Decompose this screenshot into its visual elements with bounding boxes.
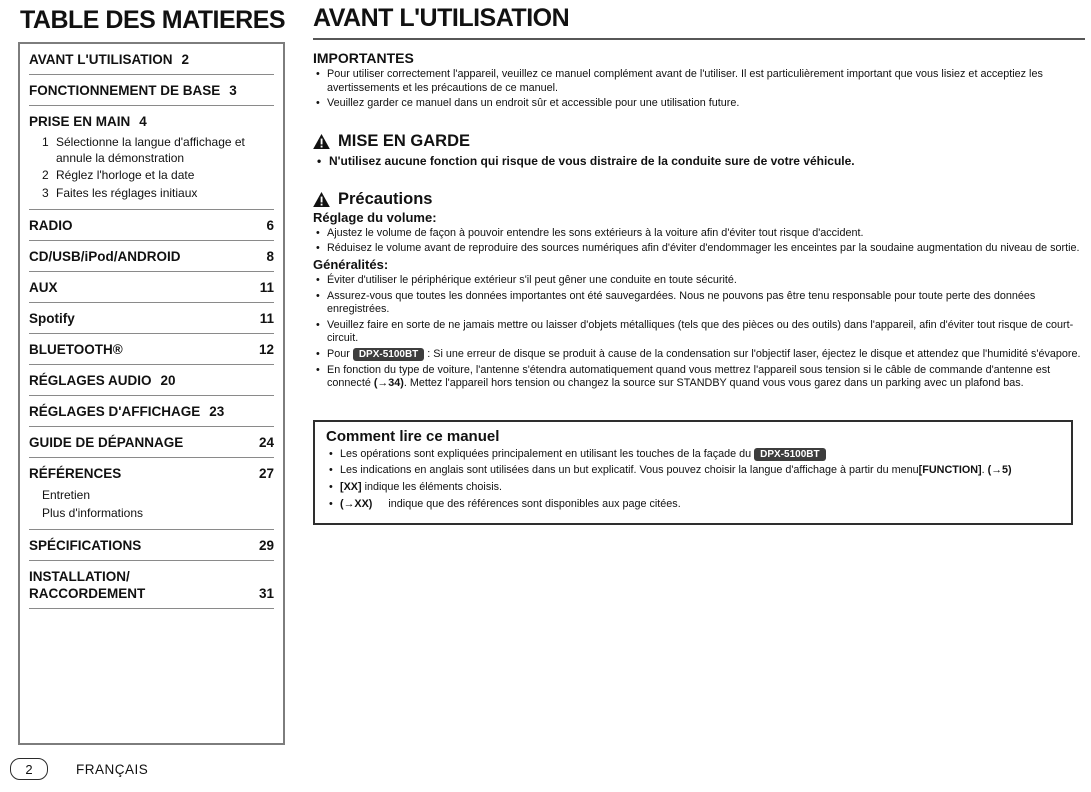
warning-icon [313,191,330,207]
toc-entry-page: 4 [139,114,147,129]
page-title: AVANT L'UTILISATION [313,4,570,32]
toc-sub-text: Réglez l'horloge et la date [56,168,195,182]
page-number-badge: 2 [10,758,48,780]
toc-entry-avant-utilisation: AVANT L'UTILISATION 2 [29,44,274,75]
toc-entry-page: 23 [209,404,225,419]
toc-box: AVANT L'UTILISATION 2 FONCTIONNEMENT DE … [18,42,285,745]
importantes-bullet-1: Pour utiliser correctement l'appareil, v… [313,68,1085,95]
howto-box: Comment lire ce manuel Les opérations so… [313,419,1073,526]
toc-entry-label: PRISE EN MAIN [29,114,131,129]
toc-entry-label: RÉGLAGES D'AFFICHAGE [29,404,201,419]
volume-bullet-2: Réduisez le volume avant de reproduire d… [313,242,1085,256]
howto-bullet-3: [XX]indique les éléments choisis. [326,481,1060,495]
toc-entry-cd-usb: CD/USB/iPod/ANDROID 8 [29,241,274,272]
heading-precautions: Précautions [313,190,1085,209]
toc-entry-label: CD/USB/iPod/ANDROID [29,249,181,264]
toc-entry-label: RADIO [29,218,73,233]
toc-sub-num: 2 [42,168,49,182]
toc-sub-item: Entretien [42,488,91,502]
toc-entry-page: 3 [229,83,237,98]
toc-title: TABLE DES MATIERES [20,6,286,34]
toc-entry-page: 8 [266,249,274,264]
toc-sub-item: 2 Réglez l'horloge et la date [42,168,274,184]
toc-entry-label: BLUETOOTH® [29,342,123,357]
toc-entry-page: 20 [160,373,176,388]
toc-entry-label: GUIDE DE DÉPANNAGE [29,435,184,450]
toc-entry-spotify: Spotify 11 [29,303,274,334]
toc-entry-label: RÉGLAGES AUDIO [29,373,152,388]
toc-entry-aux: AUX 11 [29,272,274,303]
volume-bullet-1: Ajustez le volume de façon à pouvoir ent… [313,227,1085,241]
toc-sub-text: Sélectionne la langue d'affichage et ann… [56,135,245,165]
toc-entry-bluetooth: BLUETOOTH® 12 [29,334,274,365]
toc-entry-label: RÉFÉRENCES [29,466,122,481]
toc-sub-list: Entretien Plus d'informations [29,482,274,523]
toc-entry-installation: INSTALLATION/ RACCORDEMENT 31 [29,561,274,609]
model-badge: DPX-5100BT [754,447,826,461]
toc-entry-page: 27 [258,466,274,481]
toc-entry-label: FONCTIONNEMENT DE BASE [29,83,221,98]
generalites-bullet-2: Assurez-vous que toutes les données impo… [313,290,1085,317]
title-divider [313,38,1085,40]
page-reference: (→5) [987,464,1012,477]
generalites-bullet-antenna: En fonction du type de voiture, l'antenn… [313,364,1085,391]
model-badge: DPX-5100BT [352,347,425,361]
toc-entry-fonctionnement: FONCTIONNEMENT DE BASE 3 [29,75,274,106]
importantes-bullet-2: Veuillez garder ce manuel dans un endroi… [313,97,1085,111]
toc-entry-page: 11 [259,311,274,326]
page-reference: (→34) [373,377,404,390]
mise-en-garde-bullet: N'utilisez aucune fonction qui risque de… [313,154,1085,169]
toc-entry-references: RÉFÉRENCES 27 Entretien Plus d'informati… [29,458,274,530]
howto-bullet-4: (→XX)indique que des références sont dis… [326,498,1060,512]
toc-entry-page: 29 [258,538,274,553]
toc-entry-page: 12 [258,342,274,357]
toc-entry-specifications: SPÉCIFICATIONS 29 [29,530,274,561]
toc-column: TABLE DES MATIERES AVANT L'UTILISATION 2… [18,6,288,745]
toc-sub-item: 1 Sélectionne la langue d'affichage et a… [42,135,274,166]
toc-entry-reglages-affichage: RÉGLAGES D'AFFICHAGE 23 [29,396,274,427]
function-menu-label: [FUNCTION] [918,464,982,477]
toc-entry-label: AVANT L'UTILISATION [29,52,173,67]
subheading-generalites: Généralités: [313,256,389,272]
toc-sub-item: 3 Faites les réglages initiaux [42,186,274,202]
toc-entry-page: 11 [259,280,274,295]
generalites-bullet-1: Éviter d'utiliser le périphérique extéri… [313,274,1085,288]
content-column: AVANT L'UTILISATION IMPORTANTES Pour uti… [313,4,1085,526]
toc-entry-label: SPÉCIFICATIONS [29,538,142,553]
toc-entry-page: 2 [181,52,189,67]
toc-entry-label: AUX [29,280,58,295]
howto-title: Comment lire ce manuel [326,427,500,445]
howto-bullet-2: Les indications en anglais sont utilisée… [326,464,1060,478]
toc-sub-list: 1 Sélectionne la langue d'affichage et a… [29,130,274,203]
toc-entry-label: Spotify [29,311,75,326]
toc-entry-prise-en-main: PRISE EN MAIN 4 1 Sélectionne la langue … [29,106,274,210]
heading-mise-en-garde: MISE EN GARDE [313,132,1085,151]
placeholder-code: [XX] [340,480,362,493]
toc-sub-text: Faites les réglages initiaux [56,185,198,200]
toc-sub-num: 1 [42,135,49,149]
toc-entry-page: 24 [258,435,274,450]
generalites-bullet-3: Veuillez faire en sorte de ne jamais met… [313,319,1085,346]
warning-icon [313,133,330,149]
toc-entry-radio: RADIO 6 [29,210,274,241]
toc-entry-reglages-audio: RÉGLAGES AUDIO 20 [29,365,274,396]
toc-entry-page: 31 [258,586,274,601]
page-reference: (→XX) [340,497,373,510]
toc-entry-depannage: GUIDE DE DÉPANNAGE 24 [29,427,274,458]
footer-language: FRANÇAIS [76,761,149,777]
howto-bullet-1: Les opérations sont expliquées principal… [326,447,1060,462]
heading-importantes: IMPORTANTES [313,50,414,66]
subheading-volume: Réglage du volume: [313,209,437,225]
toc-entry-label: INSTALLATION/ RACCORDEMENT [29,569,146,601]
toc-sub-item: Plus d'informations [42,505,144,520]
toc-sub-num: 3 [42,185,49,200]
toc-entry-page: 6 [266,218,274,233]
page-footer: 2 FRANÇAIS [10,758,148,780]
generalites-bullet-model: Pour DPX-5100BT : Si une erreur de disqu… [313,347,1085,362]
